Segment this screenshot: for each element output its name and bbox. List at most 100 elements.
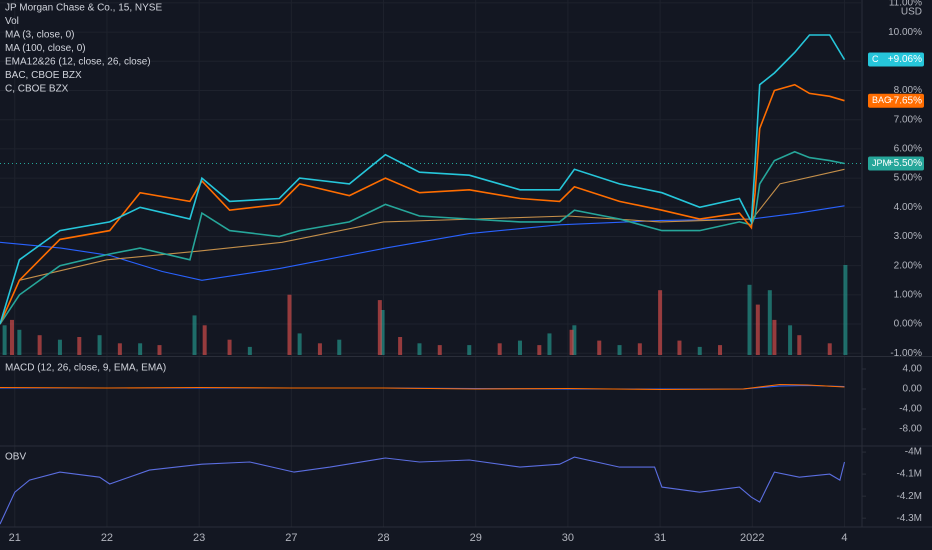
y-tick-label: 5.00% (894, 173, 922, 184)
x-tick-label: 23 (193, 532, 205, 544)
volume-bar (202, 325, 207, 355)
currency: USD (901, 7, 922, 18)
volume-bar (337, 339, 342, 355)
volume-bar (658, 290, 663, 355)
volume-bar (138, 343, 143, 355)
x-tick-label: 31 (654, 532, 666, 544)
y-tick-label: -4M (905, 447, 922, 458)
volume-bar (788, 325, 793, 355)
volume-bar (827, 343, 832, 355)
volume-bar (569, 329, 574, 355)
price-label-box (868, 52, 924, 67)
y-tick-label: -1.00% (890, 348, 922, 359)
series-line (0, 456, 846, 525)
volume-bar (437, 345, 442, 355)
y-tick-label: 10.00% (888, 27, 922, 38)
y-tick-label: -4.3M (896, 513, 922, 524)
volume-bar (755, 304, 760, 355)
y-tick-label: -4.2M (896, 491, 922, 502)
legend-line: EMA12&26 (12, close, 26, close) (5, 57, 151, 68)
volume-bar (547, 333, 552, 355)
volume-bar (767, 290, 772, 355)
y-tick-label: 0.00% (894, 319, 922, 330)
x-tick-label: 2022 (740, 532, 764, 544)
volume-bar (772, 319, 777, 355)
x-tick-label: 28 (377, 532, 389, 544)
legend-line: C, CBOE BZX (5, 84, 69, 95)
x-tick-label: 4 (841, 532, 847, 544)
volume-bar (637, 343, 642, 355)
volume-bar (2, 325, 7, 355)
volume-bar (677, 340, 682, 355)
legend-line: BAC, CBOE BZX (5, 70, 82, 81)
volume-bar (797, 335, 802, 355)
y-tick-label: 2.00% (894, 260, 922, 271)
volume-bar (597, 340, 602, 355)
volume-bar (843, 265, 848, 355)
price-label-name: JPM (872, 158, 890, 168)
x-tick-label: 30 (562, 532, 574, 544)
price-label-name: C (872, 54, 879, 64)
price-label-value: +7.65% (888, 95, 922, 106)
volume-bar (117, 343, 122, 355)
y-tick-label: 11.00% (889, 0, 922, 9)
x-tick-label: 21 (9, 532, 21, 544)
volume-bar (697, 346, 702, 355)
volume-bar (77, 337, 82, 355)
series-line (0, 150, 845, 325)
volume-bar (317, 343, 322, 355)
volume-bar (227, 339, 232, 355)
volume-bar (747, 284, 752, 355)
volume-bar (192, 315, 197, 355)
y-tick-label: 8.00% (894, 85, 922, 96)
x-tick-label: 22 (101, 532, 113, 544)
y-tick-label: -8.00 (899, 424, 922, 435)
volume-bar (57, 339, 62, 355)
y-tick-label: -4.00 (899, 404, 922, 415)
volume-bar (398, 337, 403, 355)
y-tick-label: 4.00 (903, 364, 923, 375)
volume-bar (467, 345, 472, 355)
volume-bar (572, 325, 577, 355)
y-tick-label: 0.00 (903, 384, 923, 395)
price-label-box (868, 156, 924, 171)
price-label-box (868, 93, 924, 108)
pane-title: MACD (12, 26, close, 9, EMA, EMA) (5, 363, 166, 374)
volume-bar (97, 335, 102, 355)
x-tick-label: 29 (470, 532, 482, 544)
volume-bar (297, 333, 302, 355)
y-tick-label: 3.00% (894, 231, 922, 242)
volume-bar (17, 329, 22, 355)
price-label-name: BAC (872, 95, 891, 105)
price-label-value: +5.50% (888, 158, 922, 169)
series-line (0, 83, 845, 325)
pane-title: OBV (5, 452, 26, 463)
volume-bar (380, 310, 385, 355)
y-tick-label: -4.1M (896, 469, 922, 480)
y-tick-label: 7.00% (894, 114, 922, 125)
x-tick-label: 27 (285, 532, 297, 544)
y-tick-label: 1.00% (894, 290, 922, 301)
y-tick-label: 4.00% (894, 202, 922, 213)
volume-bar (517, 340, 522, 355)
series-line (0, 34, 846, 325)
series-line (0, 383, 845, 391)
legend-line: MA (3, close, 0) (5, 30, 74, 41)
legend-line: JP Morgan Chase & Co., 15, NYSE (5, 3, 162, 14)
volume-bar (377, 300, 382, 355)
legend-line: MA (100, close, 0) (5, 43, 86, 54)
volume-bar (157, 345, 162, 355)
volume-bar (287, 294, 292, 355)
volume-bar (537, 345, 542, 355)
volume-bar (417, 343, 422, 355)
legend-line: Vol (5, 16, 19, 27)
volume-bar (247, 346, 252, 355)
volume-bar (9, 319, 14, 355)
y-tick-label: 6.00% (894, 144, 922, 155)
volume-bar (617, 345, 622, 355)
volume-bar (718, 345, 723, 355)
volume-bar (497, 343, 502, 355)
price-label-value: +9.06% (888, 54, 922, 65)
